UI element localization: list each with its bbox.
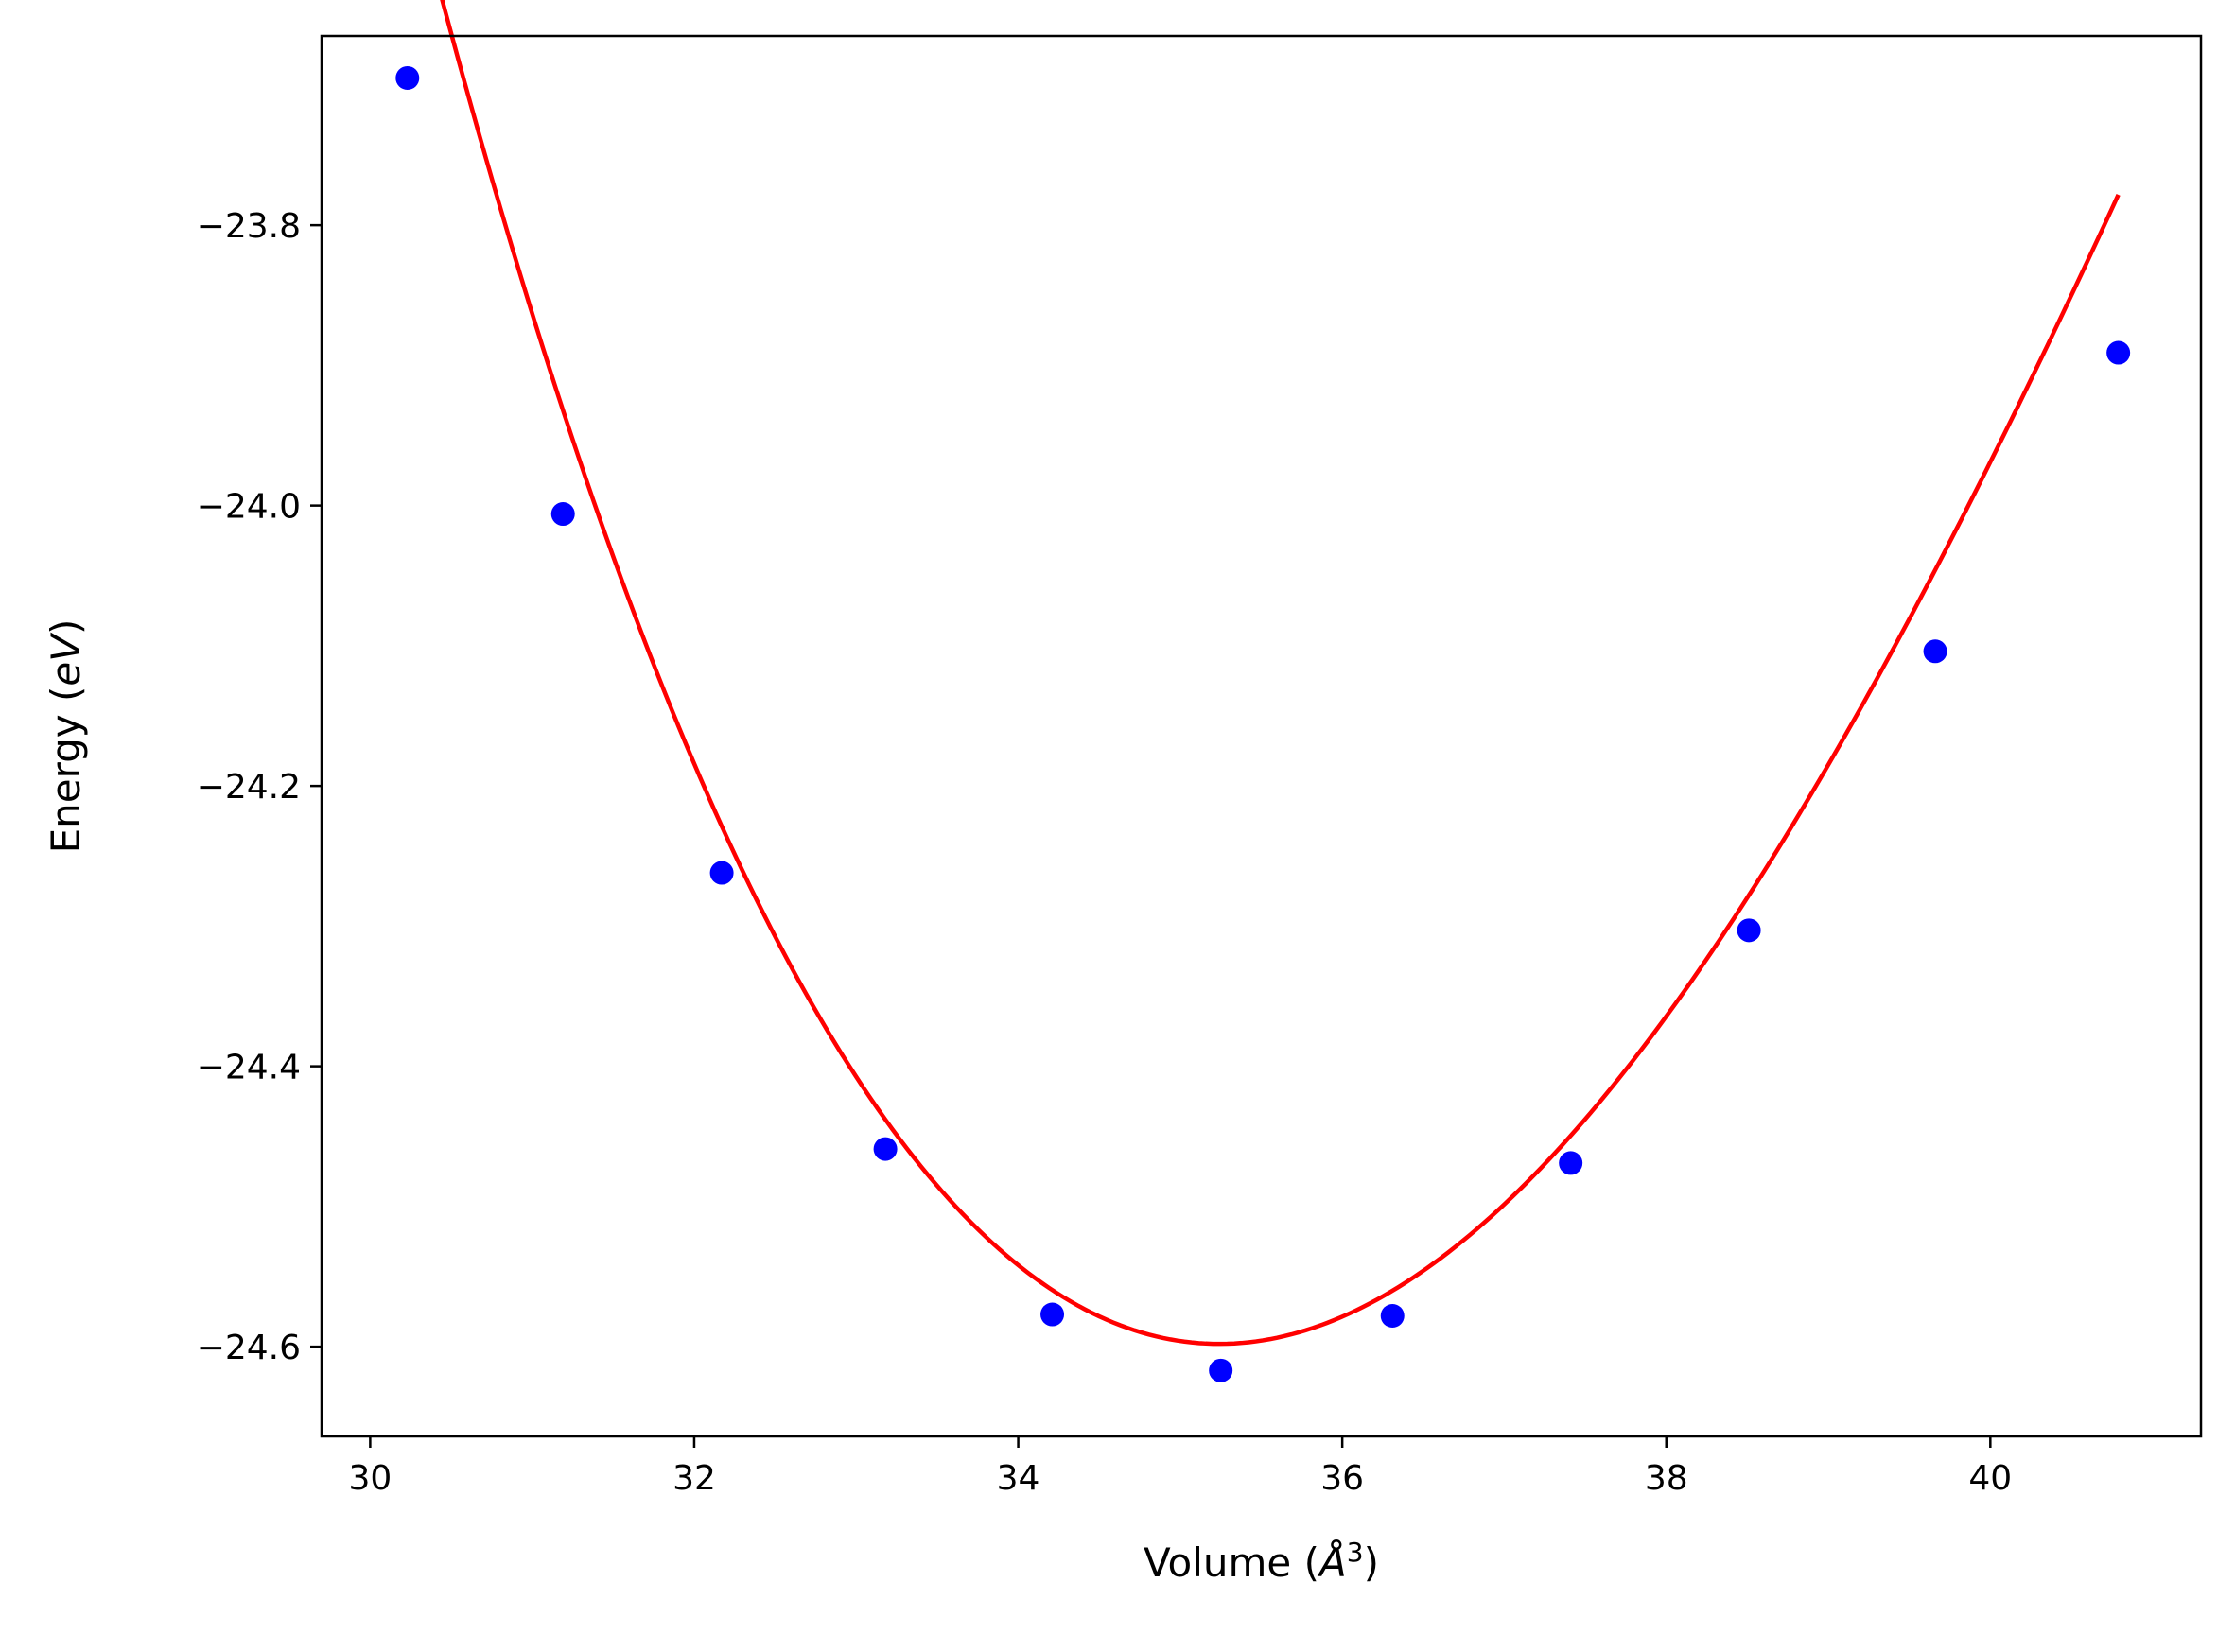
x-tick-label: 40	[1968, 1459, 2012, 1498]
y-axis-ticks: −23.8 −24.0 −24.2 −24.4 −24.6	[197, 207, 322, 1367]
fit-curve-layer	[440, 0, 2121, 1347]
fit-curve	[440, 0, 2121, 1347]
data-point	[873, 1137, 898, 1161]
data-point	[2106, 340, 2131, 365]
plot-frame	[320, 34, 2203, 1438]
data-point	[709, 861, 734, 885]
y-tick-label: −24.4	[197, 1049, 301, 1087]
data-point	[1923, 639, 1947, 664]
y-tick-label: −24.2	[197, 768, 301, 807]
x-tick-label: 32	[672, 1459, 716, 1498]
data-point	[550, 502, 575, 527]
data-point	[395, 65, 420, 90]
y-tick-label: −23.8	[197, 207, 301, 246]
x-tick-label: 38	[1645, 1459, 1688, 1498]
x-tick-label: 36	[1320, 1459, 1364, 1498]
y-axis-label: Energy (eV)	[43, 619, 89, 854]
x-axis-ticks: 30 32 34 36 38 40	[348, 1436, 2012, 1498]
data-point	[1737, 918, 1761, 943]
data-point	[1380, 1304, 1405, 1329]
x-tick-label: 30	[348, 1459, 392, 1498]
data-points-layer	[395, 65, 2131, 1382]
data-point	[1559, 1151, 1583, 1175]
x-tick-label: 34	[997, 1459, 1040, 1498]
y-tick-label: −24.0	[197, 488, 301, 527]
y-tick-label: −24.6	[197, 1329, 301, 1367]
x-axis-label: Volume (Å3)	[1144, 1537, 1379, 1586]
data-point	[1209, 1358, 1233, 1382]
data-point	[1040, 1302, 1065, 1327]
